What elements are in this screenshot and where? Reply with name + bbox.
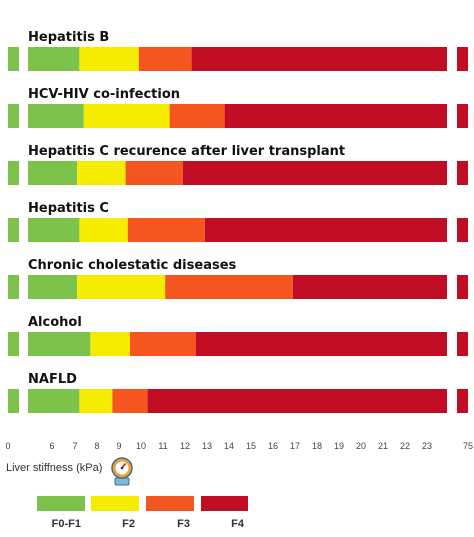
x-tick-label: 9: [116, 441, 121, 451]
bar-axis-stub-left: [8, 275, 19, 299]
legend: F0-F1 F2 F3 F4: [37, 496, 248, 530]
x-tick-label: 75: [463, 441, 473, 451]
bar-segment-f4: [224, 104, 447, 128]
x-tick-label: 23: [422, 441, 432, 451]
bar-segment-f2: [79, 218, 128, 242]
bar-segment-f4: [292, 275, 447, 299]
legend-swatch-f2: [91, 496, 139, 511]
bar-axis-stub-right: [457, 389, 468, 413]
bar-segment-f3: [112, 389, 148, 413]
bar-segment-f2: [79, 47, 139, 71]
legend-label-f2: F2: [122, 518, 135, 530]
bar-axis-stub-right: [457, 47, 468, 71]
bar-segment-f3: [127, 218, 205, 242]
bar-segment-f4: [191, 47, 447, 71]
x-tick-label: 16: [268, 441, 278, 451]
bar-segment-f0-f1: [28, 332, 91, 356]
legend-label-f4: F4: [231, 518, 245, 530]
bar-segment-f4: [204, 218, 447, 242]
bar-segment-f4: [196, 332, 447, 356]
x-tick-label: 21: [378, 441, 388, 451]
x-tick-label: 18: [312, 441, 322, 451]
x-tick-label: 6: [49, 441, 54, 451]
legend-swatch-f3: [146, 496, 194, 511]
bar-axis-stub-left: [8, 161, 19, 185]
legend-swatch-f4: [201, 496, 248, 511]
bar-axis-stub-right: [457, 161, 468, 185]
bar-segment-f0-f1: [28, 161, 78, 185]
bar-segment-f4: [147, 389, 447, 413]
bar-segment-f2: [83, 104, 170, 128]
bar-segment-f0-f1: [28, 104, 84, 128]
bar-segment-f0-f1: [28, 47, 80, 71]
category-label-hcv-hiv-co-infection: HCV-HIV co-infection: [28, 87, 180, 102]
x-axis-title: Liver stiffness (kPa): [6, 462, 102, 474]
bar-axis-stub-left: [8, 332, 19, 356]
bar-segment-f2: [90, 332, 130, 356]
bar-segment-f3: [138, 47, 192, 71]
bar-segment-f3: [165, 275, 293, 299]
bar-segment-f3: [125, 161, 183, 185]
x-tick-label: 14: [224, 441, 234, 451]
bar-axis-stub-right: [457, 275, 468, 299]
x-tick-label: 12: [180, 441, 190, 451]
bar-segment-f0-f1: [28, 218, 80, 242]
bar-segment-f3: [169, 104, 225, 128]
bar-axis-stub-right: [457, 332, 468, 356]
bar-segment-f3: [130, 332, 196, 356]
bar-axis-stub-left: [8, 47, 19, 71]
bar-axis-stub-left: [8, 389, 19, 413]
x-tick-label: 7: [72, 441, 77, 451]
x-tick-label: 8: [94, 441, 99, 451]
category-label-chronic-cholestatic-diseases: Chronic cholestatic diseases: [28, 258, 237, 273]
x-tick-label: 17: [290, 441, 300, 451]
x-tick-label: 20: [356, 441, 366, 451]
bar-axis-stub-left: [8, 104, 19, 128]
category-label-hepatitis-c-recurence-after-liver-transplant: Hepatitis C recurence after liver transp…: [28, 144, 345, 159]
chart-rows: Hepatitis B HCV-HIV co-infection Hepatitis…: [8, 30, 468, 413]
bar-segment-f4: [182, 161, 448, 185]
bar-axis-stub-right: [457, 218, 468, 242]
x-tick-label: 22: [400, 441, 410, 451]
bar-segment-f0-f1: [28, 275, 78, 299]
category-label-alcohol: Alcohol: [28, 315, 82, 330]
x-axis-ticks: 0 6 7 8 9 10 11 12 13 14 15 16 17 18 19 20 21 22 23 75: [5, 441, 473, 451]
bar-segment-f2: [77, 275, 166, 299]
legend-swatch-f0-f1: [37, 496, 85, 511]
x-tick-label: 10: [136, 441, 146, 451]
category-label-hepatitis-c: Hepatitis C: [28, 201, 109, 216]
category-label-nafld: NAFLD: [28, 372, 77, 387]
legend-label-f0-f1: F0-F1: [52, 518, 81, 530]
x-tick-label: 13: [202, 441, 212, 451]
bar-segment-f0-f1: [28, 389, 80, 413]
bar-axis-stub-right: [457, 104, 468, 128]
gauge-icon: [111, 457, 133, 486]
x-tick-label: 11: [158, 441, 167, 451]
x-tick-label: 19: [334, 441, 344, 451]
x-tick-label: 15: [246, 441, 256, 451]
bar-segment-f2: [79, 389, 113, 413]
category-label-hepatitis-b: Hepatitis B: [28, 30, 109, 45]
bar-segment-f2: [77, 161, 126, 185]
x-tick-label: 0: [5, 441, 10, 451]
legend-label-f3: F3: [177, 518, 190, 530]
bar-axis-stub-left: [8, 218, 19, 242]
